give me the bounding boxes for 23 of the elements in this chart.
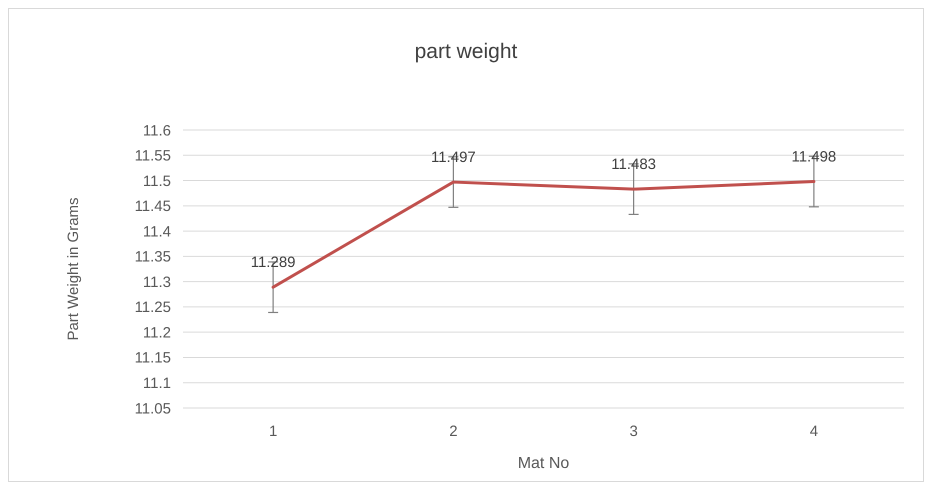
y-tick-label: 11.4	[142, 223, 171, 240]
y-axis-title: Part Weight in Grams	[65, 197, 82, 341]
data-label: 11.498	[791, 148, 836, 166]
y-tick-label: 11.1	[142, 374, 171, 392]
y-tick-label: 11.55	[134, 148, 171, 165]
chart-title: part weight	[414, 40, 518, 63]
y-tick-label: 11.5	[142, 172, 171, 190]
y-tick-label: 11.3	[142, 274, 171, 291]
x-tick-label: 1	[268, 423, 278, 440]
y-tick-label: 11.35	[134, 248, 171, 266]
x-tick-label: 2	[449, 423, 458, 440]
y-tick-label: 11.2	[142, 324, 171, 342]
x-axis-title: Mat No	[518, 455, 570, 472]
data-label: 11.497	[430, 149, 476, 166]
data-label: 11.483	[611, 156, 656, 174]
y-tick-label: 11.45	[134, 198, 171, 216]
x-tick-label: 3	[629, 423, 638, 440]
y-tick-label: 11.15	[134, 350, 171, 367]
y-tick-label: 11.05	[134, 400, 171, 418]
y-tick-label: 11.6	[142, 122, 171, 140]
data-label: 11.289	[250, 254, 296, 272]
x-tick-label: 4	[810, 423, 818, 440]
y-tick-label: 11.25	[134, 299, 171, 316]
